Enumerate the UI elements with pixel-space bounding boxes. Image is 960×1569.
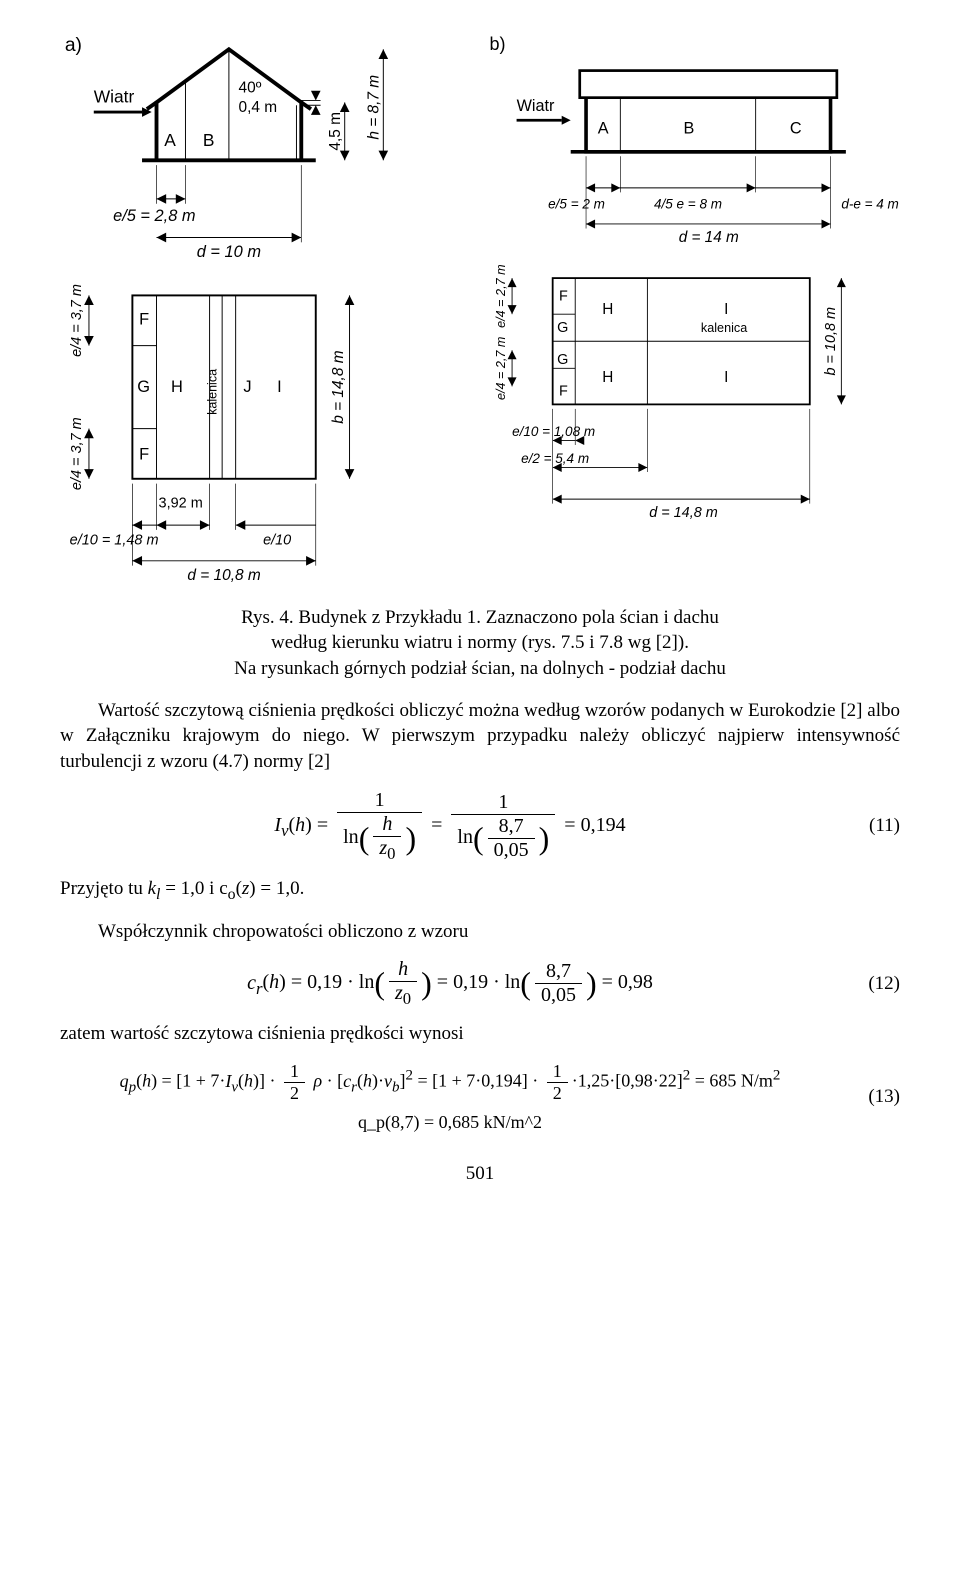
- svg-text:J: J: [243, 378, 251, 396]
- svg-text:G: G: [557, 320, 568, 336]
- svg-text:F: F: [559, 383, 568, 399]
- svg-text:B: B: [683, 120, 694, 138]
- svg-text:e/5 = 2 m: e/5 = 2 m: [548, 197, 605, 212]
- svg-text:I: I: [724, 369, 728, 386]
- svg-text:4/5 e = 8 m: 4/5 e = 8 m: [654, 197, 722, 212]
- svg-text:4,5 m: 4,5 m: [327, 112, 344, 151]
- svg-text:G: G: [557, 352, 568, 368]
- svg-text:e/4 = 2,7 m: e/4 = 2,7 m: [494, 264, 508, 328]
- svg-text:40º: 40º: [239, 80, 262, 97]
- svg-text:e/4 = 3,7 m: e/4 = 3,7 m: [69, 417, 85, 490]
- svg-text:Wiatr: Wiatr: [517, 97, 555, 115]
- svg-text:e/10 = 1,48 m: e/10 = 1,48 m: [70, 532, 159, 548]
- svg-text:e/10: e/10: [263, 532, 291, 548]
- plan-a: [132, 295, 315, 478]
- svg-text:H: H: [602, 369, 613, 386]
- svg-text:I: I: [724, 301, 728, 318]
- equation-12: cr(h) = 0,19 · ln(hz0) = 0,19 · ln(8,70,…: [60, 958, 900, 1009]
- svg-text:d = 14,8 m: d = 14,8 m: [649, 505, 718, 521]
- svg-text:e/10 = 1,08 m: e/10 = 1,08 m: [512, 424, 595, 439]
- svg-text:F: F: [139, 445, 149, 463]
- svg-text:d = 10,8 m: d = 10,8 m: [187, 567, 261, 584]
- svg-text:e/4 = 2,7 m: e/4 = 2,7 m: [494, 337, 508, 401]
- svg-text:F: F: [139, 310, 149, 328]
- svg-text:d-e = 4 m: d-e = 4 m: [841, 197, 898, 212]
- svg-text:d = 10 m: d = 10 m: [197, 243, 261, 261]
- svg-text:G: G: [137, 378, 150, 396]
- wind-label: Wiatr: [94, 86, 135, 106]
- svg-text:b = 14,8 m: b = 14,8 m: [330, 350, 347, 424]
- equation-11: Iv(h) = 1 ln(hz0) = 1 ln(8,70,05) = 0,19…: [60, 789, 900, 864]
- svg-text:kalenica: kalenica: [205, 369, 219, 415]
- para-2: Przyjęto tu kl = 1,0 i co(z) = 1,0.: [60, 876, 900, 905]
- svg-text:e/4 = 3,7 m: e/4 = 3,7 m: [69, 284, 85, 357]
- svg-text:3,92 m: 3,92 m: [159, 496, 203, 512]
- svg-text:I: I: [277, 378, 282, 396]
- svg-text:A: A: [598, 120, 609, 138]
- figure-caption: Rys. 4. Budynek z Przykładu 1. Zaznaczon…: [60, 605, 900, 682]
- para-3: Współczynnik chropowatości obliczono z w…: [60, 919, 900, 945]
- svg-text:0,4 m: 0,4 m: [239, 99, 278, 116]
- figure-a: a) Wiatr A B 40º 0,4 m: [60, 30, 475, 590]
- equation-13: qp(h) = [1 + 7·Iv(h)] · 12 ρ · [cr(h)·vb…: [60, 1061, 900, 1133]
- svg-text:h = 8,7 m: h = 8,7 m: [365, 75, 382, 140]
- svg-text:kalenica: kalenica: [701, 321, 748, 335]
- svg-text:H: H: [602, 301, 613, 318]
- panel-label: b): [490, 34, 506, 54]
- figure-b: b) Wiatr A B C e/5 = 2 m 4/5 e = 8 m: [485, 30, 900, 553]
- page-number: 501: [60, 1163, 900, 1185]
- para-1: Wartość szczytową ciśnienia prędkości ob…: [60, 698, 900, 775]
- svg-text:b = 10,8 m: b = 10,8 m: [823, 307, 839, 376]
- para-4: zatem wartość szczytowa ciśnienia prędko…: [60, 1021, 900, 1047]
- panel-label: a): [65, 35, 82, 56]
- svg-text:d = 14 m: d = 14 m: [679, 229, 739, 246]
- svg-text:C: C: [790, 120, 802, 138]
- svg-text:e/5 = 2,8 m: e/5 = 2,8 m: [113, 207, 195, 225]
- svg-text:e/2 = 5,4 m: e/2 = 5,4 m: [521, 451, 589, 466]
- svg-text:F: F: [559, 289, 568, 305]
- svg-text:B: B: [203, 130, 215, 150]
- svg-text:H: H: [171, 378, 183, 396]
- svg-text:A: A: [164, 130, 176, 150]
